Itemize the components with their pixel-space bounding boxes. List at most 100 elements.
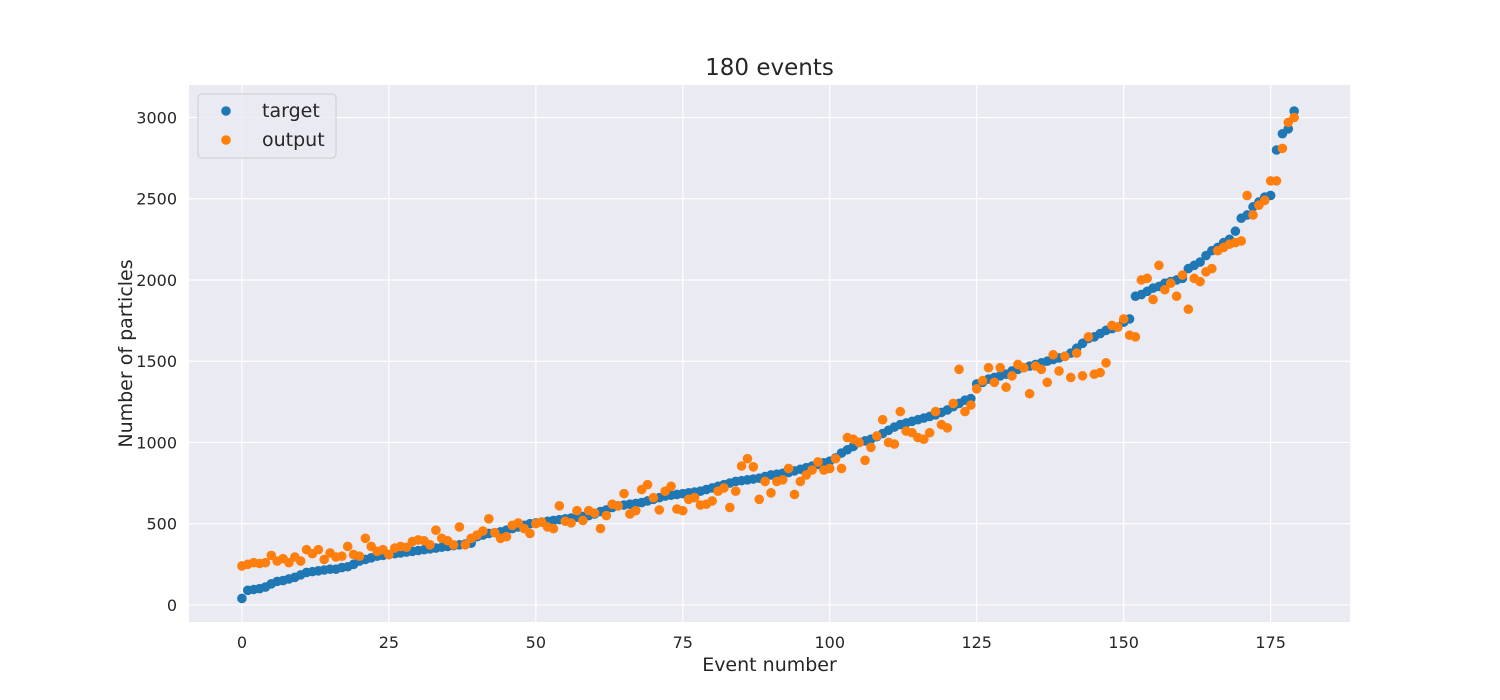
- legend: target output: [197, 93, 337, 159]
- output-point: [260, 557, 271, 568]
- target-point: [1195, 257, 1205, 267]
- output-point: [360, 533, 371, 544]
- output-point: [960, 406, 970, 417]
- output-point: [1036, 364, 1047, 375]
- y-axis-label: Number of particles: [115, 259, 137, 447]
- output-point: [1095, 367, 1105, 378]
- target-point: [237, 593, 247, 604]
- y-tick-label: 500: [146, 515, 177, 534]
- output-point: [589, 508, 600, 518]
- output-point: [295, 556, 306, 566]
- output-point: [548, 523, 559, 534]
- legend-marker-target: [221, 106, 231, 116]
- output-point: [1083, 332, 1094, 342]
- output-point: [1024, 388, 1035, 399]
- output-point: [1113, 322, 1123, 332]
- x-tick-label: 150: [1108, 633, 1139, 652]
- output-point: [1071, 348, 1082, 358]
- output-point: [889, 439, 900, 449]
- output-point: [1248, 210, 1258, 220]
- output-point: [1277, 143, 1288, 154]
- legend-label-output: output: [262, 129, 325, 151]
- output-point: [736, 461, 747, 471]
- output-point: [924, 427, 935, 438]
- output-point: [789, 489, 800, 500]
- output-point: [930, 406, 941, 417]
- output-point: [948, 398, 959, 409]
- data-points: [237, 106, 1299, 604]
- output-point: [966, 400, 976, 410]
- output-point: [748, 462, 759, 472]
- output-point: [525, 528, 535, 539]
- output-point: [384, 549, 394, 560]
- output-point: [1142, 273, 1152, 284]
- output-point: [954, 364, 964, 375]
- output-point: [1042, 377, 1053, 388]
- output-point: [995, 362, 1006, 373]
- output-point: [836, 463, 847, 474]
- output-point: [619, 488, 629, 499]
- output-point: [1160, 284, 1170, 295]
- x-tick-label: 50: [526, 633, 546, 652]
- output-point: [337, 551, 347, 561]
- y-tick-label: 3000: [136, 108, 177, 127]
- output-point: [942, 423, 953, 433]
- output-point: [554, 501, 565, 511]
- output-point: [783, 463, 794, 474]
- output-point: [1171, 291, 1182, 302]
- output-point: [654, 505, 665, 515]
- output-point: [871, 431, 882, 441]
- output-point: [777, 475, 788, 485]
- output-point: [1054, 366, 1064, 376]
- output-point: [707, 496, 717, 506]
- legend-box: [197, 93, 337, 159]
- x-tick-label: 100: [814, 633, 845, 652]
- output-point: [1259, 195, 1270, 206]
- x-tick-labels: 0 25 50 75 100 125 150 175: [237, 633, 1286, 652]
- series-output: [237, 112, 1299, 571]
- output-point: [1101, 358, 1111, 368]
- output-point: [766, 488, 776, 498]
- output-point: [689, 492, 700, 503]
- output-point: [983, 362, 994, 373]
- output-point: [501, 531, 512, 542]
- output-point: [613, 501, 623, 511]
- grid-lines: [189, 85, 1350, 622]
- output-point: [1207, 263, 1217, 274]
- output-point: [484, 514, 494, 524]
- y-tick-labels: 0 500 1000 1500 2000 2500 3000: [136, 108, 177, 614]
- output-point: [448, 540, 459, 550]
- output-point: [677, 505, 688, 516]
- output-point: [1060, 351, 1070, 362]
- output-point: [977, 375, 988, 386]
- output-point: [807, 465, 817, 475]
- output-point: [719, 483, 729, 493]
- y-tick-label: 0: [167, 596, 177, 615]
- output-point: [578, 515, 588, 526]
- legend-marker-output: [221, 135, 231, 145]
- y-tick-label: 1500: [136, 352, 177, 371]
- output-point: [813, 457, 823, 467]
- chart-title: 180 events: [705, 55, 834, 81]
- output-point: [666, 481, 676, 492]
- output-point: [1001, 382, 1011, 393]
- output-point: [425, 540, 435, 550]
- y-tick-label: 2000: [136, 271, 177, 290]
- output-point: [648, 492, 659, 503]
- output-point: [725, 502, 735, 513]
- output-point: [919, 434, 929, 445]
- output-point: [754, 494, 765, 505]
- output-point: [1271, 176, 1282, 186]
- output-point: [1077, 371, 1088, 381]
- output-point: [1242, 190, 1252, 201]
- output-point: [601, 510, 612, 521]
- output-point: [1118, 314, 1129, 324]
- output-point: [1154, 260, 1164, 271]
- output-point: [313, 544, 324, 555]
- output-point: [1065, 372, 1076, 383]
- output-point: [971, 384, 982, 394]
- x-axis-label: Event number: [702, 654, 837, 676]
- output-point: [1183, 304, 1194, 315]
- output-point: [1018, 362, 1029, 373]
